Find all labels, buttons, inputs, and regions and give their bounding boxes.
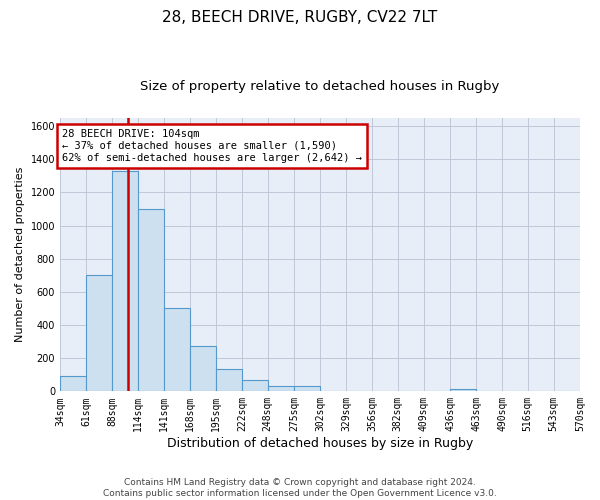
Bar xyxy=(164,308,190,392)
Y-axis label: Number of detached properties: Number of detached properties xyxy=(15,167,25,342)
Bar xyxy=(450,389,476,392)
Text: 28 BEECH DRIVE: 104sqm
← 37% of detached houses are smaller (1,590)
62% of semi-: 28 BEECH DRIVE: 104sqm ← 37% of detached… xyxy=(62,130,362,162)
Bar xyxy=(294,386,320,392)
Text: Contains HM Land Registry data © Crown copyright and database right 2024.
Contai: Contains HM Land Registry data © Crown c… xyxy=(103,478,497,498)
Bar xyxy=(216,369,242,392)
Bar xyxy=(137,209,164,392)
Bar xyxy=(112,171,137,392)
Bar xyxy=(86,276,112,392)
Title: Size of property relative to detached houses in Rugby: Size of property relative to detached ho… xyxy=(140,80,500,93)
X-axis label: Distribution of detached houses by size in Rugby: Distribution of detached houses by size … xyxy=(167,437,473,450)
Bar xyxy=(60,376,86,392)
Bar xyxy=(190,346,216,392)
Bar xyxy=(242,380,268,392)
Bar xyxy=(268,386,294,392)
Text: 28, BEECH DRIVE, RUGBY, CV22 7LT: 28, BEECH DRIVE, RUGBY, CV22 7LT xyxy=(163,10,437,25)
